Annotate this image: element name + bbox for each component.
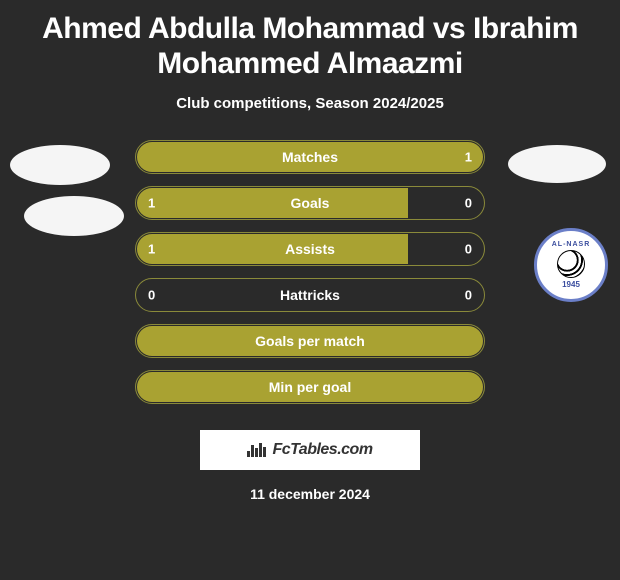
comparison-subtitle: Club competitions, Season 2024/2025 bbox=[0, 95, 620, 112]
stat-value-left: 1 bbox=[148, 196, 155, 211]
player1-badge-2 bbox=[24, 196, 124, 236]
club-crest-icon: AL-NASR 1945 bbox=[534, 228, 608, 302]
stat-row: 1 Assists 0 bbox=[135, 232, 485, 266]
stat-label: Goals per match bbox=[255, 333, 365, 349]
comparison-chart: AL-NASR 1945 Matches 1 1 Goals 0 1 Assists 0 0 Ha… bbox=[0, 140, 620, 404]
branding-text: FcTables.com bbox=[272, 441, 372, 459]
branding-bars-icon bbox=[247, 443, 266, 457]
stat-value-left: 0 bbox=[148, 288, 155, 303]
stat-label: Hattricks bbox=[280, 287, 340, 303]
crest-year: 1945 bbox=[562, 280, 580, 289]
stat-value-right: 0 bbox=[465, 242, 472, 257]
stat-label: Goals bbox=[291, 195, 330, 211]
player1-badge-1 bbox=[10, 145, 110, 185]
stat-label: Assists bbox=[285, 241, 335, 257]
stat-row: Goals per match bbox=[135, 324, 485, 358]
stat-value-right: 0 bbox=[465, 196, 472, 211]
branding-badge: FcTables.com bbox=[200, 430, 420, 470]
player2-badge-1 bbox=[508, 145, 606, 183]
stat-label: Min per goal bbox=[269, 379, 351, 395]
stat-row: 0 Hattricks 0 bbox=[135, 278, 485, 312]
stat-bar-left-fill bbox=[137, 234, 408, 264]
stat-bar-right-fill bbox=[330, 142, 483, 172]
stat-rows: Matches 1 1 Goals 0 1 Assists 0 0 Hattricks 0 Goals… bbox=[135, 140, 485, 404]
stat-value-left: 1 bbox=[148, 242, 155, 257]
stat-value-right: 0 bbox=[465, 288, 472, 303]
stat-bar-left-fill bbox=[137, 188, 408, 218]
ball-icon bbox=[557, 250, 585, 278]
stat-row: 1 Goals 0 bbox=[135, 186, 485, 220]
comparison-date: 11 december 2024 bbox=[0, 486, 620, 502]
comparison-title: Ahmed Abdulla Mohammad vs Ibrahim Mohamm… bbox=[0, 0, 620, 81]
stat-row: Min per goal bbox=[135, 370, 485, 404]
stat-label: Matches bbox=[282, 149, 338, 165]
stat-row: Matches 1 bbox=[135, 140, 485, 174]
stat-value-right: 1 bbox=[465, 150, 472, 165]
